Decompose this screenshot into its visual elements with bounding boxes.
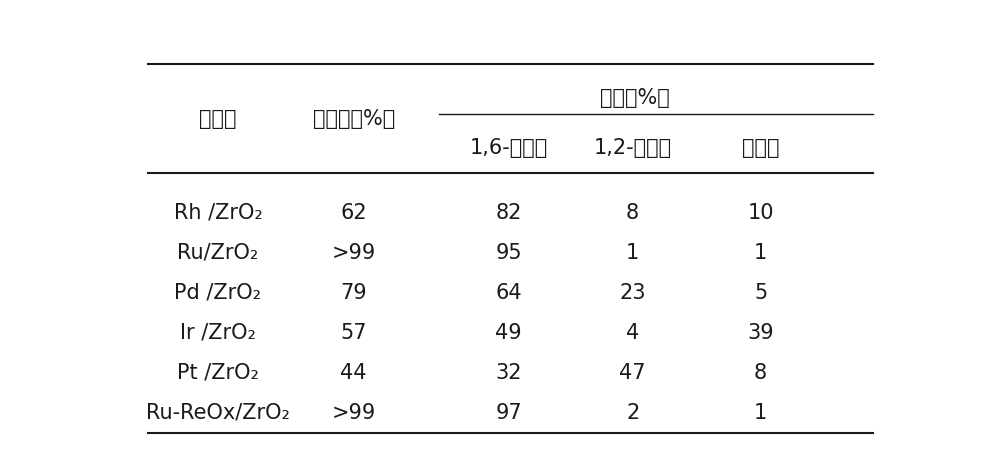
Text: 64: 64 (495, 282, 522, 302)
Text: 39: 39 (747, 322, 774, 342)
Text: 转化率（%）: 转化率（%） (312, 109, 395, 129)
Text: 10: 10 (747, 202, 774, 222)
Text: 催化剂: 催化剂 (199, 109, 237, 129)
Text: 44: 44 (340, 362, 367, 382)
Text: >99: >99 (332, 242, 376, 262)
Text: 5: 5 (754, 282, 767, 302)
Text: 1: 1 (754, 242, 767, 262)
Text: 62: 62 (340, 202, 367, 222)
Text: 1: 1 (626, 242, 639, 262)
Text: 57: 57 (340, 322, 367, 342)
Text: 95: 95 (495, 242, 522, 262)
Text: 1,6-己二醇: 1,6-己二醇 (470, 138, 548, 158)
Text: Rh /ZrO₂: Rh /ZrO₂ (174, 202, 262, 222)
Text: 2: 2 (626, 402, 639, 422)
Text: 47: 47 (619, 362, 646, 382)
Text: 8: 8 (626, 202, 639, 222)
Text: Pt /ZrO₂: Pt /ZrO₂ (177, 362, 259, 382)
Text: 1,2-己二醇: 1,2-己二醇 (594, 138, 672, 158)
Text: 1: 1 (754, 402, 767, 422)
Text: 79: 79 (340, 282, 367, 302)
Text: 97: 97 (495, 402, 522, 422)
Text: Ir /ZrO₂: Ir /ZrO₂ (180, 322, 256, 342)
Text: Ru-ReOx/ZrO₂: Ru-ReOx/ZrO₂ (146, 402, 290, 422)
Text: Pd /ZrO₂: Pd /ZrO₂ (174, 282, 262, 302)
Text: 49: 49 (495, 322, 522, 342)
Text: 4: 4 (626, 322, 639, 342)
Text: 正己醇: 正己醇 (742, 138, 779, 158)
Text: 32: 32 (495, 362, 522, 382)
Text: 收率（%）: 收率（%） (600, 87, 669, 107)
Text: 82: 82 (495, 202, 522, 222)
Text: Ru/ZrO₂: Ru/ZrO₂ (177, 242, 259, 262)
Text: 8: 8 (754, 362, 767, 382)
Text: >99: >99 (332, 402, 376, 422)
Text: 23: 23 (619, 282, 646, 302)
